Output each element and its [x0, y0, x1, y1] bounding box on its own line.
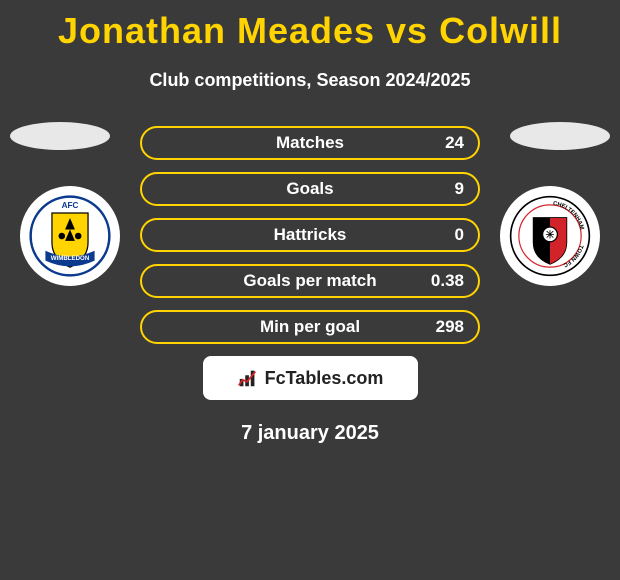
svg-text:AFC: AFC [62, 201, 79, 210]
page-title: Jonathan Meades vs Colwill [0, 0, 620, 52]
stat-label: Min per goal [260, 317, 360, 337]
club-badge-left: AFC WIMBLEDON [20, 186, 120, 286]
stat-label: Hattricks [274, 225, 347, 245]
svg-text:WIMBLEDON: WIMBLEDON [51, 255, 90, 262]
page-subtitle: Club competitions, Season 2024/2025 [0, 70, 620, 91]
date-text: 7 january 2025 [0, 422, 620, 445]
stat-label: Matches [276, 133, 344, 153]
stats-table: Matches 24 Goals 9 Hattricks 0 Goals per… [140, 126, 480, 344]
comparison-panel: AFC WIMBLEDON CHELTENHAM [0, 126, 620, 445]
stat-row: Goals per match 0.38 [140, 264, 480, 298]
stat-right-value: 0.38 [431, 271, 464, 291]
stat-row: Hattricks 0 [140, 218, 480, 252]
afc-wimbledon-crest-icon: AFC WIMBLEDON [29, 195, 111, 277]
stat-label: Goals per match [243, 271, 376, 291]
stat-right-value: 298 [436, 317, 464, 337]
stat-row: Goals 9 [140, 172, 480, 206]
club-badge-right: CHELTENHAM TOWN FC [500, 186, 600, 286]
player-photo-placeholder-right [510, 122, 610, 150]
brand-text: FcTables.com [265, 368, 384, 389]
stat-right-value: 9 [455, 179, 464, 199]
stat-row: Matches 24 [140, 126, 480, 160]
stat-row: Min per goal 298 [140, 310, 480, 344]
player-photo-placeholder-left [10, 122, 110, 150]
stat-right-value: 0 [455, 225, 464, 245]
stat-right-value: 24 [445, 133, 464, 153]
brand-watermark: FcTables.com [203, 356, 418, 400]
bar-chart-icon [237, 367, 259, 389]
cheltenham-town-crest-icon: CHELTENHAM TOWN FC [509, 195, 591, 277]
stat-label: Goals [286, 179, 333, 199]
